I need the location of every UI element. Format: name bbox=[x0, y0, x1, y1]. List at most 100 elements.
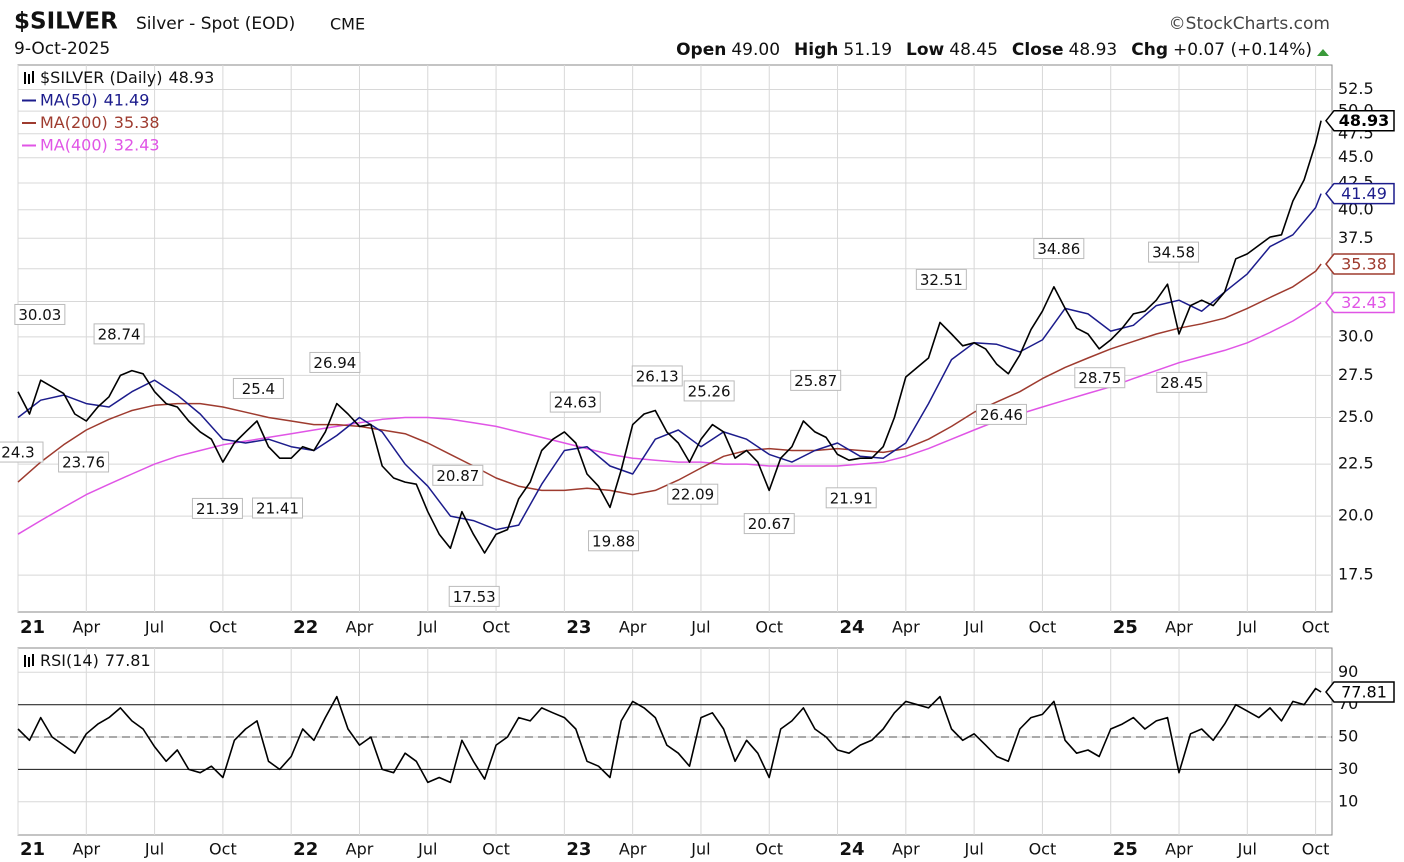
legend-name: MA(50) bbox=[40, 90, 98, 109]
value-callout bbox=[14, 303, 66, 325]
value-callout-label: 34.86 bbox=[1037, 240, 1080, 258]
quote-label: Open bbox=[676, 40, 726, 60]
date: 9-Oct-2025 bbox=[14, 39, 110, 59]
value-tag-label: 48.93 bbox=[1339, 111, 1390, 130]
series-line bbox=[17, 687, 1322, 784]
quote-value: 49.00 bbox=[731, 40, 780, 60]
value-callout bbox=[667, 483, 719, 505]
instrument-name: Silver - Spot (EOD) bbox=[136, 14, 295, 34]
y-tick-label: 25.0 bbox=[1338, 407, 1374, 426]
value-callout-label: 26.13 bbox=[636, 367, 679, 385]
value-callout-label: 26.46 bbox=[980, 406, 1023, 424]
quote-value: 48.93 bbox=[1069, 40, 1118, 60]
x-tick-label: Jul bbox=[144, 618, 164, 637]
value-callout-label: 30.03 bbox=[18, 306, 61, 324]
value-callout bbox=[93, 323, 145, 345]
value-callout-label: 21.41 bbox=[256, 500, 299, 518]
value-callout-label: 34.58 bbox=[1152, 244, 1195, 262]
y-tick-label: 37.5 bbox=[1338, 228, 1374, 247]
quote-line: Open 49.00 High 51.19 Low 48.45 Close 48.93 Chg +… bbox=[676, 40, 1312, 60]
symbol: $SILVER bbox=[14, 9, 118, 35]
x-tick-label: Jul bbox=[963, 840, 983, 859]
x-tick-label: Apr bbox=[619, 840, 647, 859]
value-callout bbox=[790, 369, 842, 391]
value-callout-label: 20.87 bbox=[436, 467, 479, 485]
y-tick-label: 30.0 bbox=[1338, 326, 1374, 345]
value-callout bbox=[549, 391, 601, 413]
y-tick-label: 20.0 bbox=[1338, 506, 1374, 525]
x-tick-label: Jul bbox=[417, 618, 437, 637]
legend-value: 48.93 bbox=[168, 68, 214, 87]
x-tick-label: 25 bbox=[1113, 839, 1138, 860]
quote-label: High bbox=[794, 40, 838, 60]
value-callout bbox=[232, 377, 284, 399]
value-tag bbox=[1325, 109, 1395, 132]
legend-value: 41.49 bbox=[104, 90, 150, 109]
value-callout bbox=[1033, 238, 1085, 260]
value-callout bbox=[588, 530, 640, 552]
y-tick-label: 27.5 bbox=[1338, 365, 1374, 384]
value-callout-label: 23.76 bbox=[62, 453, 105, 471]
legend-name: MA(200) bbox=[40, 113, 108, 132]
value-tag bbox=[1325, 291, 1395, 314]
x-tick-label: Jul bbox=[963, 618, 983, 637]
x-tick-label: 24 bbox=[840, 617, 865, 638]
value-tag-label: 32.43 bbox=[1341, 293, 1387, 312]
value-callout bbox=[683, 380, 735, 402]
value-callout-label: 22.09 bbox=[671, 486, 714, 504]
price-panel bbox=[17, 64, 1333, 613]
x-tick-label: Apr bbox=[619, 618, 647, 637]
y-tick-label: 50 bbox=[1338, 727, 1358, 746]
y-tick-label: 52.5 bbox=[1338, 79, 1374, 98]
legend-entry: MA(400) 32.43 bbox=[40, 135, 160, 154]
legend-value: 32.43 bbox=[114, 135, 160, 154]
value-callout bbox=[0, 441, 44, 463]
quote-label: Chg bbox=[1131, 40, 1168, 60]
x-tick-label: Apr bbox=[72, 618, 100, 637]
x-tick-label: Oct bbox=[482, 618, 510, 637]
value-callout-label: 25.87 bbox=[794, 372, 837, 390]
legend-entry: RSI(14) 77.81 bbox=[40, 651, 151, 670]
x-tick-label: Apr bbox=[892, 840, 920, 859]
y-tick-label: 22.5 bbox=[1338, 454, 1374, 473]
legend-value: 77.81 bbox=[105, 651, 151, 670]
x-tick-label: 23 bbox=[566, 839, 591, 860]
value-callout bbox=[448, 585, 500, 607]
y-tick-label: 30 bbox=[1338, 759, 1358, 778]
legend-name: RSI(14) bbox=[40, 651, 99, 670]
value-callout-label: 24.3 bbox=[1, 444, 34, 462]
quote-label: Low bbox=[906, 40, 945, 60]
value-callout-label: 28.74 bbox=[98, 325, 141, 343]
value-callout bbox=[309, 351, 361, 373]
quote-text: Open 49.00 High 51.19 Low 48.45 Close 48.93 Chg +… bbox=[676, 40, 1312, 60]
quote-value: 51.19 bbox=[843, 40, 892, 60]
series-line bbox=[17, 193, 1322, 531]
x-tick-label: 22 bbox=[293, 839, 318, 860]
x-tick-label: Oct bbox=[1302, 618, 1330, 637]
x-tick-label: Jul bbox=[1237, 618, 1257, 637]
x-tick-label: 21 bbox=[20, 617, 45, 638]
exchange: CME bbox=[330, 15, 365, 34]
value-tag-label: 35.38 bbox=[1341, 255, 1387, 274]
quote-label: Close bbox=[1012, 40, 1064, 60]
value-tag bbox=[1325, 253, 1395, 275]
value-callout bbox=[743, 513, 795, 535]
x-tick-label: 21 bbox=[20, 839, 45, 860]
value-tag bbox=[1325, 182, 1395, 205]
value-callout bbox=[1156, 371, 1208, 393]
x-tick-label: Apr bbox=[346, 840, 374, 859]
x-tick-label: Oct bbox=[209, 618, 237, 637]
value-callout bbox=[58, 451, 110, 473]
up-arrow bbox=[1317, 49, 1329, 56]
x-tick-label: Apr bbox=[346, 618, 374, 637]
value-tag-label: 41.49 bbox=[1341, 184, 1387, 203]
value-tag bbox=[1325, 681, 1395, 703]
x-tick-label: Apr bbox=[1165, 840, 1193, 859]
x-tick-label: Oct bbox=[209, 840, 237, 859]
x-tick-label: Apr bbox=[1165, 618, 1193, 637]
x-tick-label: Apr bbox=[892, 618, 920, 637]
quote-value: 48.45 bbox=[949, 40, 998, 60]
value-callout bbox=[975, 403, 1027, 425]
